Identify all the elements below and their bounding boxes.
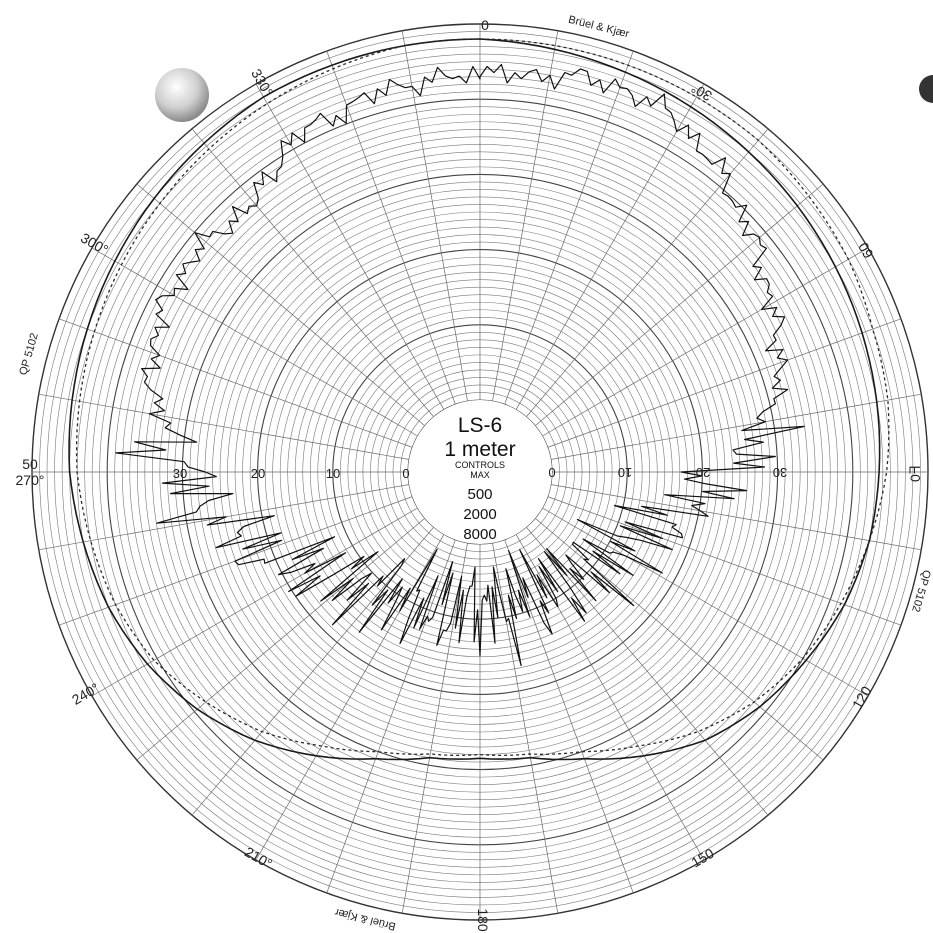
- spoke-line: [504, 50, 634, 405]
- polar-spokes: [32, 24, 928, 920]
- db-label-left-10: 10: [326, 466, 340, 481]
- vendor-label-bottom: Brüel & Kjær: [333, 905, 397, 932]
- spoke-line: [492, 30, 559, 402]
- chart-subtitle: 1 meter: [444, 438, 515, 461]
- spoke-line: [534, 518, 824, 761]
- legend-entry-2000: 2000: [463, 506, 496, 523]
- spoke-line: [550, 393, 922, 460]
- spoke-line: [38, 393, 410, 460]
- legend-subheading: MAX: [470, 470, 490, 480]
- spoke-line: [504, 539, 634, 894]
- legend-heading: CONTROLS: [455, 460, 505, 470]
- spoke-line: [492, 542, 559, 914]
- spoke-line: [542, 507, 869, 697]
- spoke-line: [547, 496, 902, 626]
- punch-hole-left: [155, 68, 209, 122]
- center-disc: [408, 400, 552, 544]
- db-label-left-20: 20: [251, 466, 265, 481]
- spoke-line: [255, 534, 445, 861]
- spoke-line: [550, 484, 922, 551]
- angle-label-330: 330°: [248, 66, 276, 99]
- response-traces: [68, 38, 890, 761]
- spoke-line: [401, 30, 468, 402]
- spoke-line: [58, 318, 413, 448]
- legend-entry-8000: 8000: [463, 526, 496, 543]
- spoke-line: [191, 526, 434, 816]
- punch-hole-right: [919, 75, 933, 103]
- spoke-line: [326, 539, 456, 894]
- spoke-line: [526, 128, 769, 418]
- chart-title: LS-6: [458, 414, 502, 437]
- series-line-8000: [115, 63, 805, 667]
- spoke-line: [191, 128, 434, 418]
- db-label-left-30: 30: [173, 466, 187, 481]
- db-label-right-0: 0: [548, 465, 555, 480]
- paper-code-left: QP 5102: [17, 332, 40, 377]
- angle-label-180: 180: [475, 908, 491, 932]
- spoke-line: [401, 542, 468, 914]
- spoke-line: [91, 507, 418, 697]
- db-label-left-0: 0: [402, 466, 409, 481]
- db-label-right-30: 30: [773, 465, 787, 480]
- spoke-line: [534, 183, 824, 426]
- spoke-line: [326, 50, 456, 405]
- spoke-line: [547, 318, 902, 448]
- angle-label-30: 30°: [688, 80, 714, 104]
- series-line-500: [68, 38, 881, 761]
- spoke-line: [515, 534, 705, 861]
- angle-label-0: 0: [481, 17, 489, 33]
- spoke-line: [136, 183, 426, 426]
- spoke-line: [515, 83, 705, 410]
- spoke-line: [255, 83, 445, 410]
- angle-label-90: 0ᖷ: [907, 466, 923, 482]
- angle-label-270: 270°: [16, 472, 45, 488]
- angle-label-60: 60: [855, 240, 877, 262]
- angle-label-270-top: 50: [22, 456, 38, 472]
- spoke-line: [136, 518, 426, 761]
- legend-entry-500: 500: [467, 486, 492, 503]
- spoke-line: [91, 247, 418, 437]
- series-line-2000: [75, 38, 890, 757]
- db-label-right-10: 10: [618, 465, 632, 480]
- spoke-line: [542, 247, 869, 437]
- db-label-right-20: 20: [696, 465, 710, 480]
- vendor-label-top: Brüel & Kjær: [567, 14, 631, 41]
